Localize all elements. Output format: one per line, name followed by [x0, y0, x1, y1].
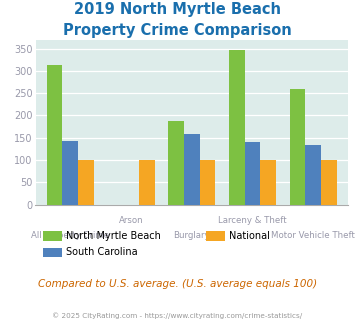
Text: 2019 North Myrtle Beach: 2019 North Myrtle Beach	[74, 2, 281, 16]
Bar	[200, 160, 215, 205]
Text: Property Crime Comparison: Property Crime Comparison	[63, 23, 292, 38]
Bar	[321, 160, 337, 205]
Bar	[229, 50, 245, 205]
Bar	[78, 160, 94, 205]
Text: Motor Vehicle Theft: Motor Vehicle Theft	[271, 231, 355, 240]
Text: National: National	[229, 231, 270, 241]
Bar	[184, 134, 200, 205]
Text: Burglary: Burglary	[173, 231, 210, 240]
Text: Compared to U.S. average. (U.S. average equals 100): Compared to U.S. average. (U.S. average …	[38, 279, 317, 289]
Bar	[245, 142, 260, 205]
Bar	[168, 121, 184, 205]
Text: North Myrtle Beach: North Myrtle Beach	[66, 231, 160, 241]
Bar	[47, 65, 62, 205]
Text: Arson: Arson	[119, 216, 143, 225]
Text: All Property Crime: All Property Crime	[31, 231, 109, 240]
Bar	[62, 141, 78, 205]
Bar	[305, 145, 321, 205]
Bar	[290, 89, 305, 205]
Bar	[139, 160, 154, 205]
Text: © 2025 CityRating.com - https://www.cityrating.com/crime-statistics/: © 2025 CityRating.com - https://www.city…	[53, 312, 302, 318]
Text: South Carolina: South Carolina	[66, 248, 137, 257]
Text: Larceny & Theft: Larceny & Theft	[218, 216, 287, 225]
Bar	[260, 160, 276, 205]
